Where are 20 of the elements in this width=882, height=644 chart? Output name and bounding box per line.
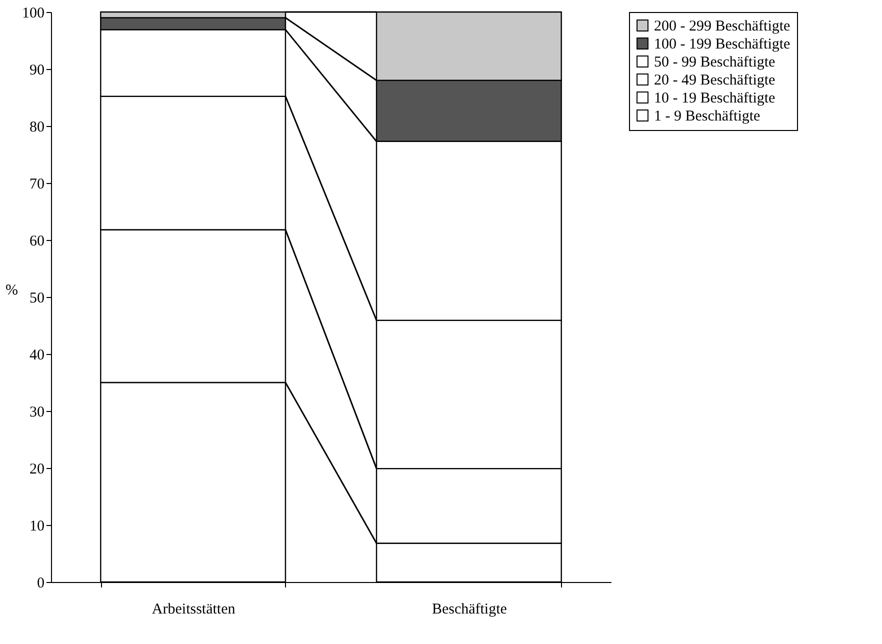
legend-label: 1 - 9 Beschäftigte <box>654 108 761 124</box>
y-tick-label: 60 <box>30 234 44 250</box>
y-tick-label: 10 <box>30 518 44 534</box>
x-tick-label: Beschäftigte <box>432 602 508 618</box>
x-tick-label: Arbeitsstätten <box>152 602 236 618</box>
y-tick-label: 100 <box>22 6 44 22</box>
y-tick-label: 20 <box>30 462 44 478</box>
y-tick-label: 80 <box>30 120 44 136</box>
y-tick-label: 70 <box>30 176 44 192</box>
legend-label: 200 - 299 Beschäftigte <box>654 18 791 34</box>
y-tick-label: 30 <box>30 404 44 420</box>
legend-label: 10 - 19 Beschäftigte <box>654 90 776 106</box>
y-axis-title: % <box>6 282 18 298</box>
y-tick-label: 0 <box>37 576 44 592</box>
legend-label: 100 - 199 Beschäftigte <box>654 36 791 52</box>
y-tick-label: 40 <box>30 348 44 364</box>
legend-label: 50 - 99 Beschäftigte <box>654 54 776 70</box>
legend-label: 20 - 49 Beschäftigte <box>654 72 776 88</box>
y-tick-label: 50 <box>30 290 44 306</box>
y-tick-label: 90 <box>30 62 44 78</box>
